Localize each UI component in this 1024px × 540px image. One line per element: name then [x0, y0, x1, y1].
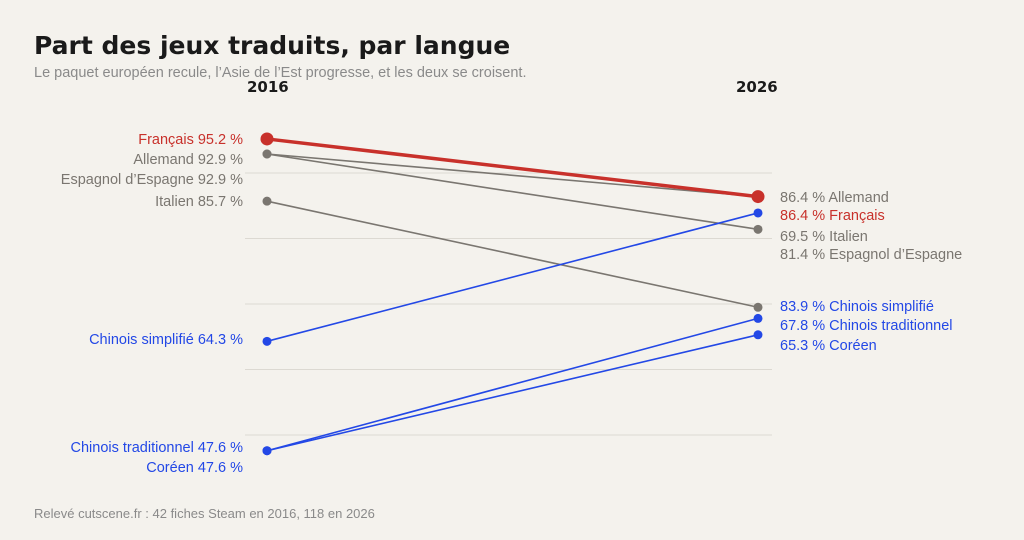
year-label-right: 2026 — [736, 78, 778, 96]
label-left-chinois-traditionnel: Chinois traditionnel 47.6 % — [71, 440, 244, 456]
label-left-allemand: Allemand 92.9 % — [133, 152, 243, 168]
series-labels: Français 95.2 % 86.4 % Français Allemand 9… — [61, 132, 962, 476]
point-chinois-simplifie-2026 — [753, 208, 763, 218]
label-left-coreen: Coréen 47.6 % — [146, 460, 243, 476]
label-right-chinois-simplifie: 83.9 % Chinois simplifié — [780, 299, 934, 315]
label-left-italien: Italien 85.7 % — [155, 194, 243, 210]
point-francais-2026 — [751, 190, 765, 204]
label-right-francais: 86.4 % Français — [780, 208, 885, 224]
point-espagnol-d-espagne-2016 — [262, 149, 272, 159]
label-left-chinois-simplifie: Chinois simplifié 64.3 % — [89, 332, 243, 348]
point-espagnol-d-espagne-2026 — [753, 224, 763, 234]
label-right-chinois-traditionnel: 67.8 % Chinois traditionnel — [780, 318, 953, 334]
point-coreen-2016 — [262, 446, 272, 456]
series-line-espagnol-d-espagne — [266, 153, 759, 231]
label-left-francais: Français 95.2 % — [138, 132, 243, 148]
gridlines — [245, 172, 772, 436]
year-label-left: 2016 — [247, 78, 289, 96]
point-francais-2016 — [260, 132, 274, 146]
series-line-chinois-traditionnel — [266, 317, 759, 452]
series-line-italien — [266, 200, 759, 309]
series-line-francais — [265, 137, 760, 199]
series-line-chinois-simplifie — [266, 212, 759, 343]
series-line-coreen — [266, 333, 759, 452]
chart-title: Part des jeux traduits, par langue — [34, 31, 510, 60]
series-lines — [265, 137, 760, 452]
label-right-coreen: 65.3 % Coréen — [780, 338, 877, 354]
point-italien-2026 — [753, 302, 763, 312]
source-footer: Relevé cutscene.fr : 42 fiches Steam en … — [34, 506, 375, 521]
label-right-allemand: 86.4 % Allemand — [780, 190, 889, 206]
label-right-espagnol-d-espagne: 81.4 % Espagnol d’Espagne — [780, 247, 962, 263]
point-coreen-2026 — [753, 330, 763, 340]
chart-subtitle: Le paquet européen recule, l’Asie de l’E… — [34, 65, 526, 81]
point-italien-2016 — [262, 196, 272, 206]
point-chinois-traditionnel-2026 — [753, 313, 763, 323]
series-points — [260, 132, 765, 456]
point-chinois-simplifie-2016 — [262, 336, 272, 346]
label-right-italien: 69.5 % Italien — [780, 229, 868, 245]
series-line-allemand — [266, 153, 759, 198]
label-left-espagnol-d-espagne: Espagnol d’Espagne 92.9 % — [61, 172, 243, 188]
